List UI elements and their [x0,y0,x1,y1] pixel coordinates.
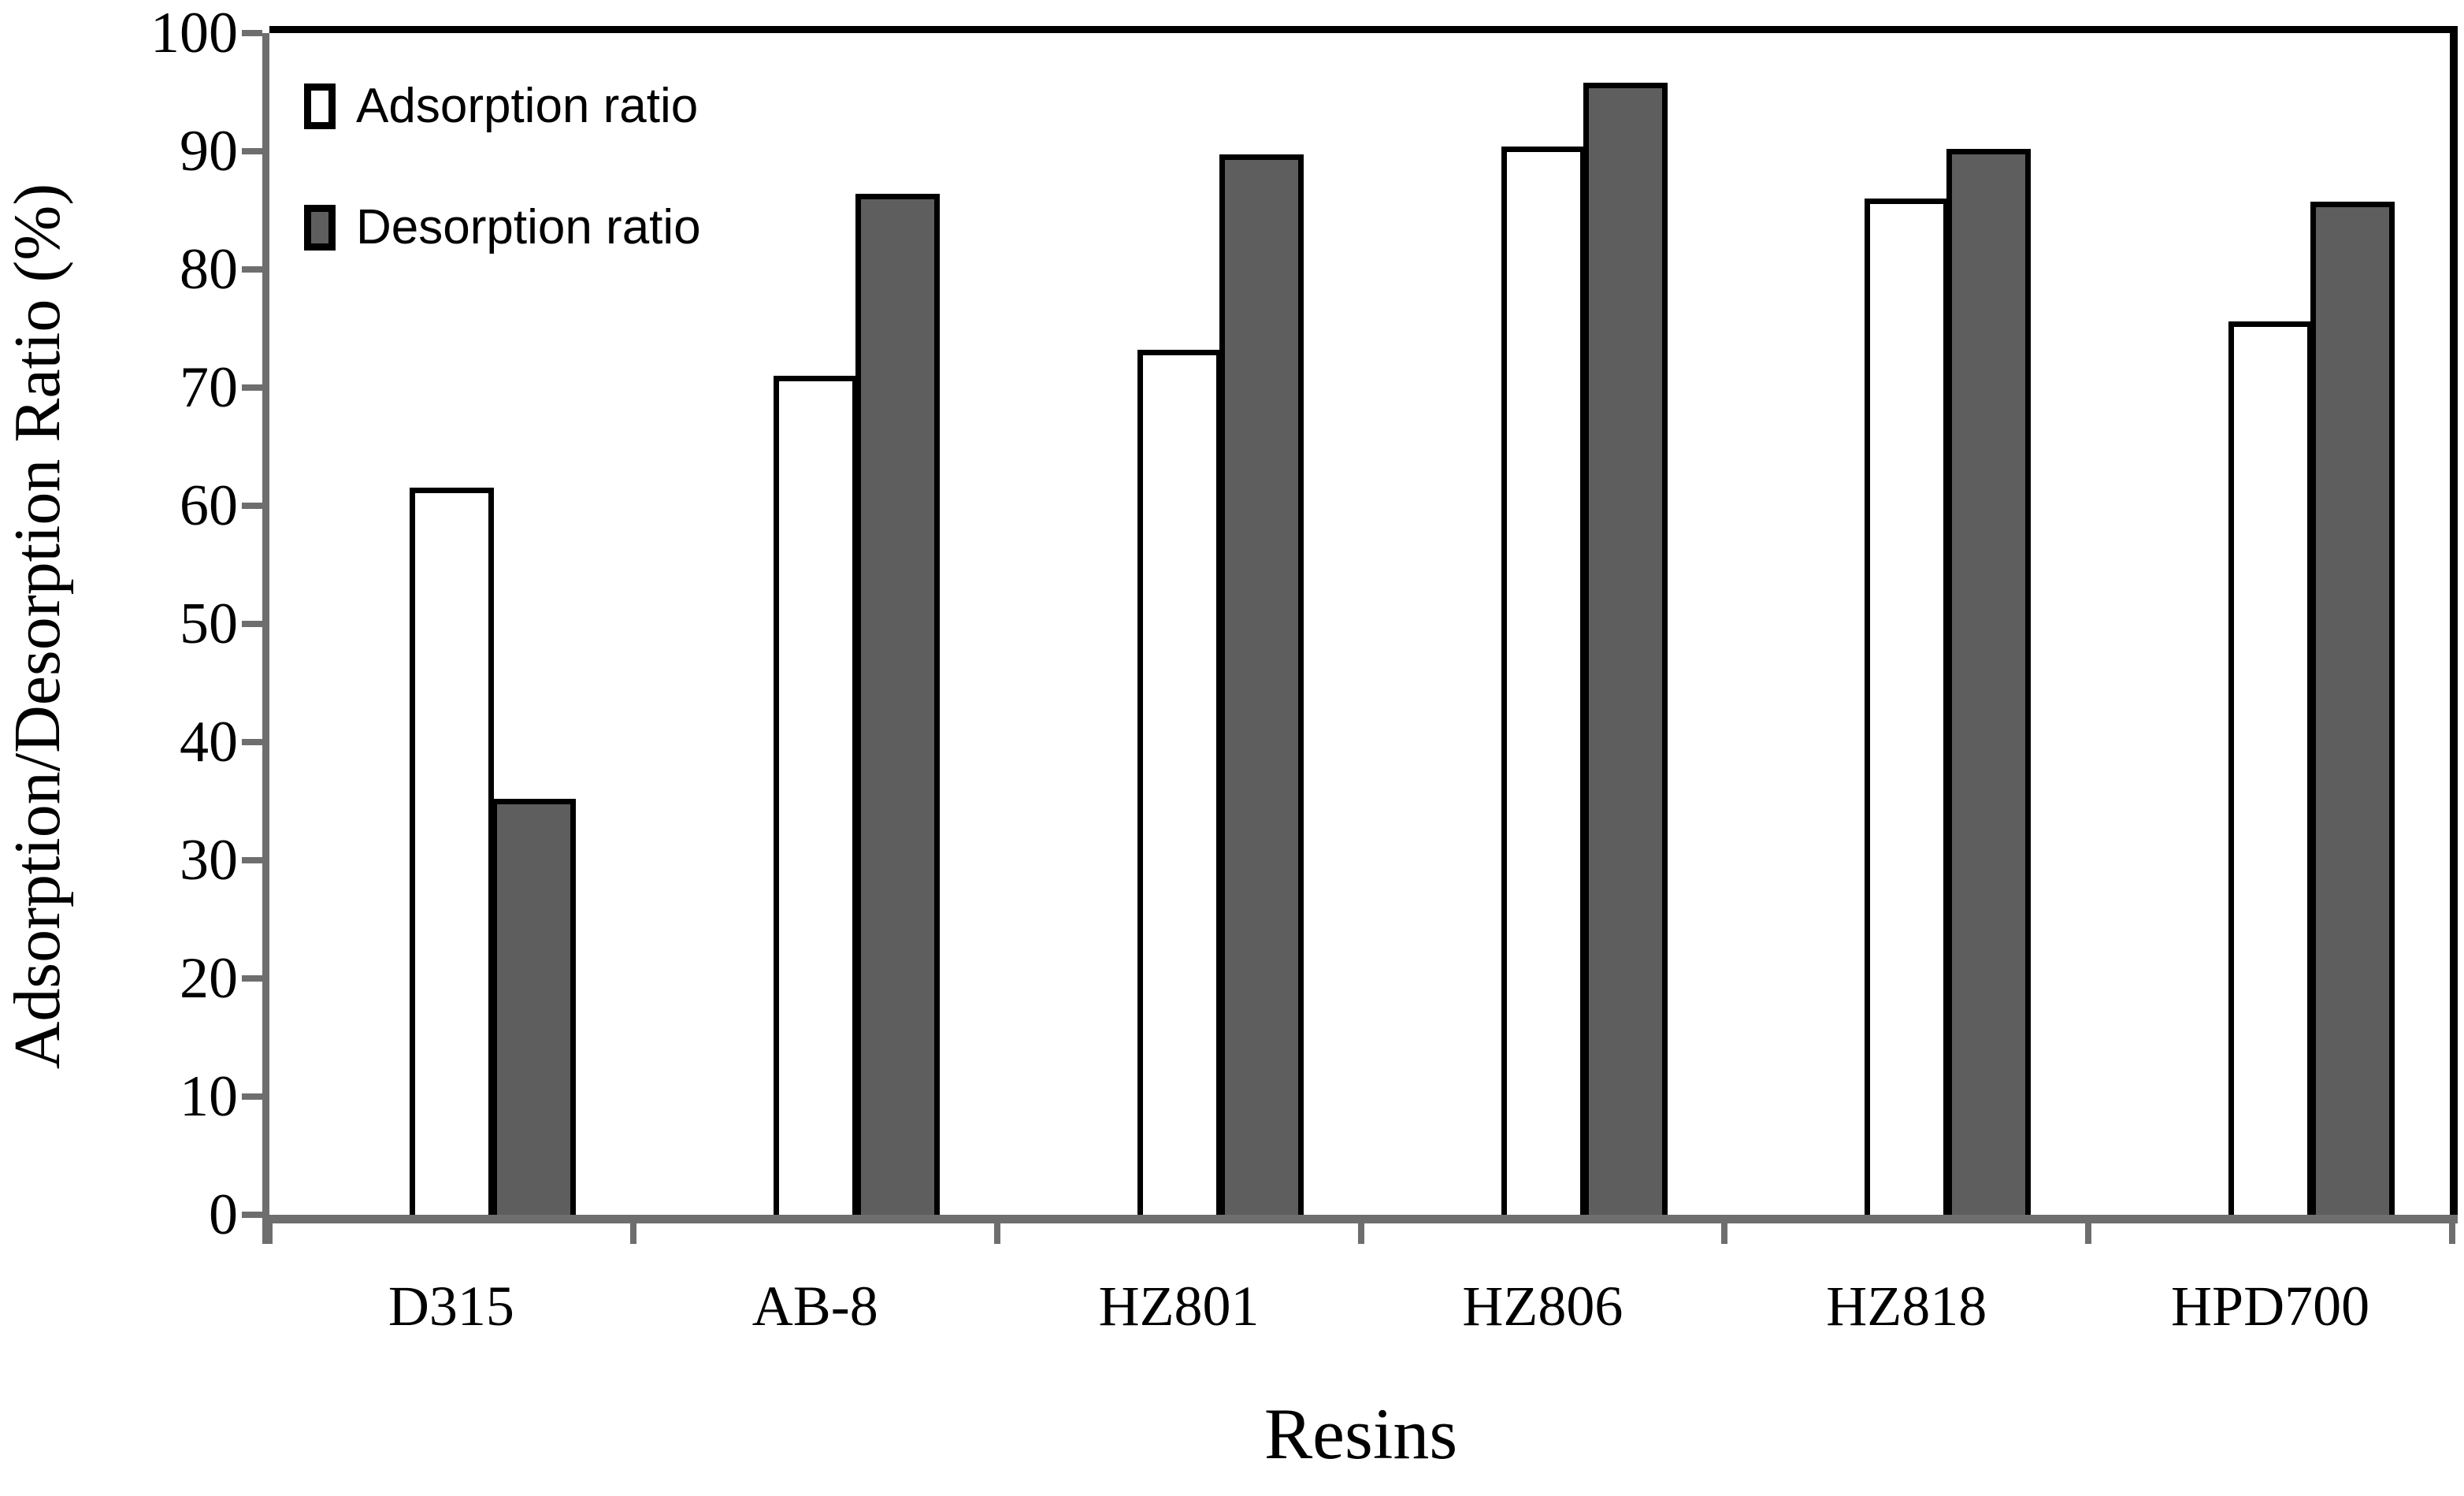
y-axis-line [262,33,269,1244]
x-tick [2085,1223,2092,1244]
category-label-HZ818: HZ818 [1826,1275,1987,1338]
bar-desorption-AB-8 [855,194,940,1215]
x-tick [993,1223,1000,1244]
bar-adsorption-AB-8 [773,376,858,1215]
legend-item: Adsorption ratio [304,76,701,137]
category-label-HZ801: HZ801 [1098,1275,1260,1338]
y-tick [242,1093,262,1100]
x-tick [266,1223,273,1244]
x-tick [1721,1223,1728,1244]
y-tick-label: 40 [180,710,238,774]
y-axis-title: Adsorption/Desorption Ratio (%) [1,183,74,1070]
bar-desorption-HPD700 [2310,202,2395,1215]
bar-adsorption-D315 [410,488,494,1215]
bar-desorption-D315 [492,799,576,1215]
legend-label: Desorption ratio [356,200,701,254]
x-tick [2449,1223,2455,1244]
category-label-AB-8: AB-8 [751,1275,878,1338]
x-tick [629,1223,636,1244]
legend-item: Desorption ratio [304,197,701,258]
legend-swatch [304,205,336,251]
y-tick [242,384,262,391]
y-tick [242,148,262,154]
y-tick-label: 60 [180,473,238,538]
category-label-D315: D315 [388,1275,514,1338]
legend-swatch [304,84,336,129]
y-tick-label: 50 [180,592,238,656]
y-tick [242,857,262,863]
y-tick [242,30,262,36]
y-tick [242,621,262,627]
bar-desorption-HZ801 [1219,154,1304,1215]
category-label-HZ806: HZ806 [1462,1275,1623,1338]
category-label-HPD700: HPD700 [2171,1275,2370,1338]
plot-border-right [2450,26,2458,1215]
x-axis-line [262,1215,2458,1223]
y-tick-label: 90 [180,119,238,184]
y-tick-label: 0 [209,1182,238,1247]
bar-adsorption-HZ806 [1501,147,1586,1215]
x-tick [1357,1223,1364,1244]
legend: Adsorption ratio Desorption ratio [304,76,701,318]
y-tick-label: 70 [180,355,238,420]
y-tick [242,1212,262,1218]
bar-adsorption-HPD700 [2228,321,2314,1215]
y-tick-label: 30 [180,828,238,893]
y-tick-label: 20 [180,946,238,1011]
bar-desorption-HZ818 [1946,149,2032,1215]
bar-adsorption-HZ801 [1137,350,1222,1215]
plot-border-top [269,26,2458,33]
bar-adsorption-HZ818 [1865,199,1950,1215]
y-tick [242,975,262,982]
y-tick-label: 10 [180,1064,238,1129]
y-tick-label: 100 [150,1,238,65]
x-axis-title: Resins [1264,1394,1458,1474]
y-tick [242,266,262,273]
y-tick [242,739,262,745]
legend-label: Adsorption ratio [356,79,699,133]
y-tick-label: 80 [180,237,238,302]
y-tick [242,503,262,509]
bar-desorption-HZ806 [1583,83,1668,1215]
